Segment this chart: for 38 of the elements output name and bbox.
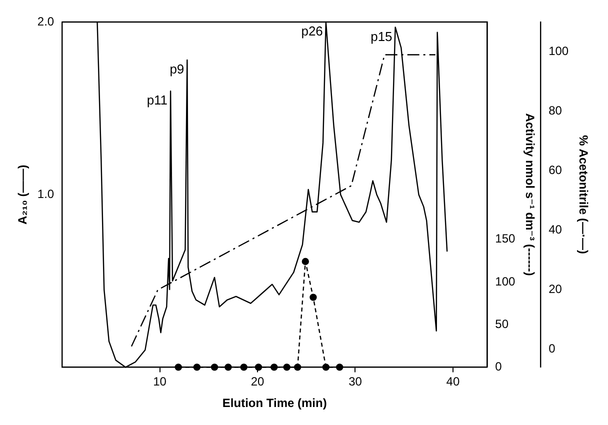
annotation: p11: [146, 92, 168, 108]
point: [270, 364, 278, 371]
y2-tick-label: 50: [495, 316, 509, 331]
point: [283, 364, 290, 371]
point: [240, 364, 248, 371]
y-axis-title: A₂₁₀ (——): [16, 164, 30, 224]
y3-axis-title: % Acetonitrile (—·—): [576, 135, 590, 254]
y3-tick-label: 20: [548, 282, 562, 296]
x-axis-title: Elution Time (min): [222, 396, 327, 410]
point: [174, 364, 182, 371]
point: [302, 258, 309, 266]
annotation: p26: [301, 24, 323, 39]
y2-tick-label: 150: [495, 232, 516, 246]
y2-tick-label: 0: [495, 360, 502, 374]
y3-tick-label: 60: [548, 163, 562, 178]
point: [210, 364, 218, 371]
point: [193, 364, 201, 371]
y2-axis-title: Activity nmol s⁻¹ dm⁻³ (------): [523, 113, 538, 276]
x-tick-label: 30: [348, 374, 362, 389]
point: [336, 364, 344, 371]
point: [224, 364, 232, 371]
point: [254, 364, 262, 371]
y-tick-label: 2.0: [37, 14, 54, 28]
y3-tick-label: 100: [548, 44, 569, 58]
x-tick-label: 10: [153, 374, 167, 389]
y3-tick-label: 40: [548, 222, 562, 237]
point: [310, 294, 317, 301]
x-tick-label: 20: [250, 374, 265, 389]
x-tick-label: 40: [446, 374, 460, 389]
annotation: p9: [170, 62, 184, 77]
y2-tick-label: 100: [495, 274, 516, 288]
y3-tick-label: 0: [548, 342, 556, 356]
point: [322, 364, 330, 371]
point: [294, 364, 302, 371]
y-tick-label: 1.0: [37, 186, 54, 201]
y3-tick-label: 80: [548, 104, 562, 118]
line-series: [130, 54, 436, 347]
annotation: p15: [370, 28, 392, 44]
